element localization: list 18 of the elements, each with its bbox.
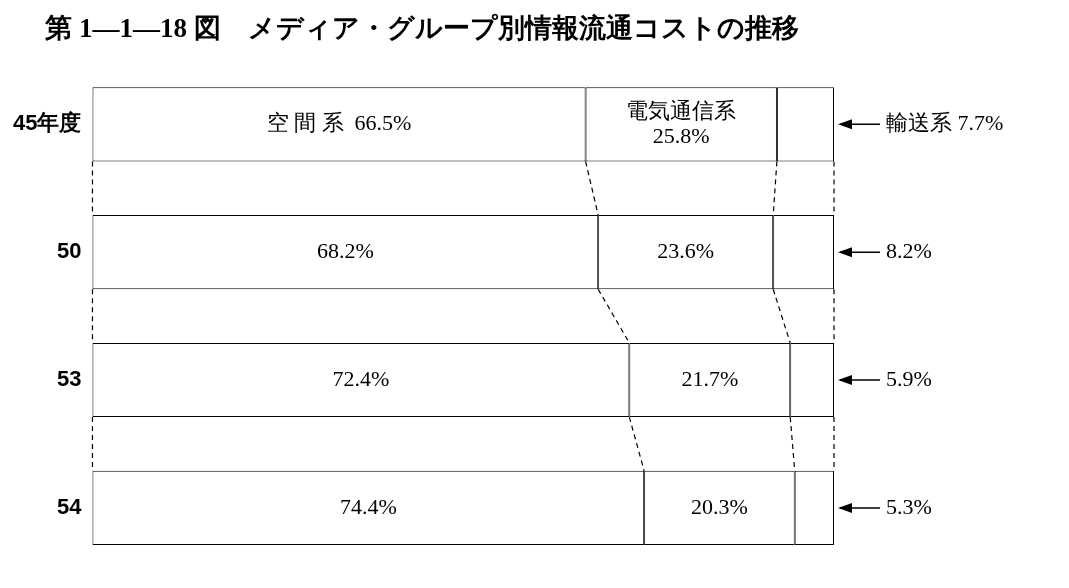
y-tick-label: 50: [56, 238, 82, 264]
data-label: 5.3%: [886, 493, 932, 519]
data-label: 74.4%: [339, 493, 397, 519]
text: 空 間 系 66.5%: [266, 110, 412, 136]
y-tick-label: 54: [56, 493, 83, 519]
data-label: 72.4%: [332, 365, 390, 391]
data-label: 20.3%: [691, 493, 748, 519]
chart-title: 第 1—1—18 図 メディア・グループ別情報流通コストの推移: [44, 13, 799, 44]
data-label: 5.9%: [886, 365, 932, 391]
text: 輸送系 7.7%: [886, 110, 1004, 136]
data-label: 21.7%: [681, 365, 739, 391]
y-tick-label: 45年度: [12, 110, 82, 136]
data-label: 8.2%: [886, 237, 932, 263]
series-label: 電気通信系: [626, 98, 737, 124]
data-label: 25.8%: [652, 123, 710, 149]
data-label: 68.2%: [316, 237, 374, 263]
y-tick-label: 53: [56, 366, 82, 392]
data-label: 23.6%: [657, 237, 715, 263]
